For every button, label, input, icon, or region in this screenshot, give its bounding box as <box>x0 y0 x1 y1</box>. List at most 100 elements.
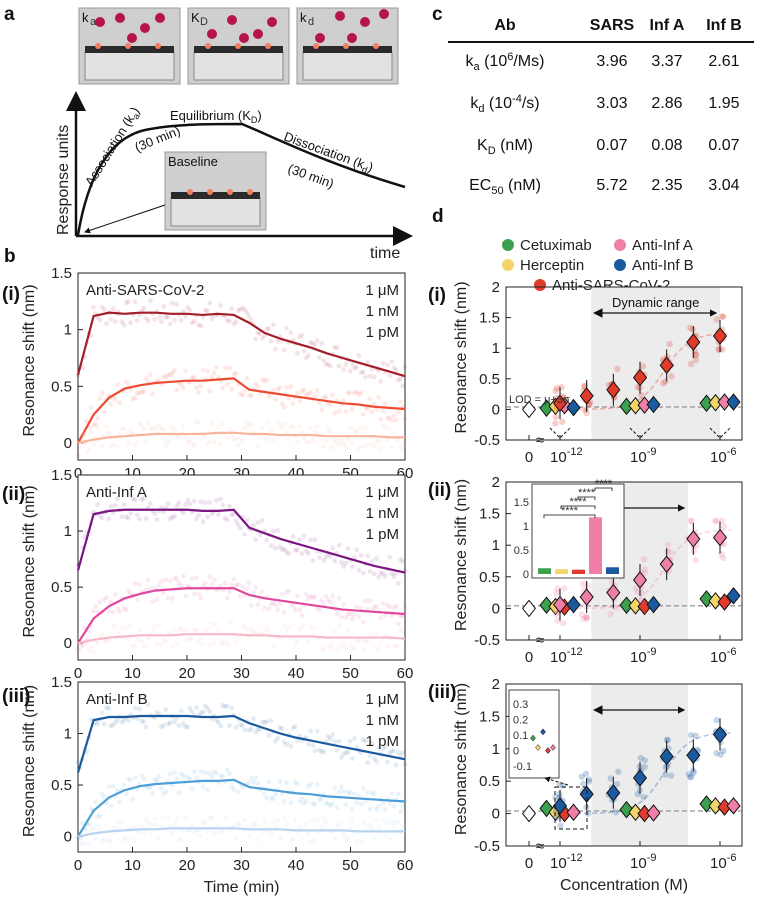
data-point <box>402 364 408 370</box>
data-point <box>321 395 327 401</box>
data-point <box>141 496 147 501</box>
data-point <box>163 577 169 582</box>
table-row-label: ka (106/Ms) <box>466 51 545 73</box>
data-point <box>332 739 338 745</box>
data-point <box>128 835 134 841</box>
data-point <box>400 559 406 564</box>
data-point <box>277 835 283 841</box>
data-point <box>338 819 344 825</box>
zoom-box <box>554 786 588 830</box>
data-point <box>242 625 248 630</box>
data-point <box>183 724 188 730</box>
data-point <box>347 825 353 831</box>
data-point <box>158 426 164 432</box>
data-point <box>174 387 180 393</box>
inset-point <box>530 734 536 742</box>
data-point <box>143 439 149 445</box>
data-point <box>174 816 180 821</box>
data-point <box>229 432 235 438</box>
data-point <box>251 821 256 827</box>
data-point <box>374 631 379 637</box>
data-point <box>360 412 366 417</box>
table-header-infa: Inf A <box>650 17 685 34</box>
replicate-point <box>692 732 699 740</box>
data-point <box>393 643 399 649</box>
data-point <box>343 560 349 566</box>
replicate-point <box>664 548 671 555</box>
data-point <box>336 822 342 828</box>
data-point <box>172 367 177 373</box>
data-point <box>205 368 210 374</box>
data-point <box>148 372 153 378</box>
data-point <box>121 322 127 328</box>
data-point <box>389 748 395 754</box>
data-point <box>270 600 276 605</box>
data-point <box>183 502 188 507</box>
data-point <box>391 642 397 648</box>
data-point <box>139 389 145 395</box>
data-point <box>396 409 401 415</box>
data-point <box>198 595 204 601</box>
data-point <box>148 586 153 591</box>
data-point <box>308 728 314 734</box>
data-point <box>321 816 327 822</box>
data-point <box>332 438 338 444</box>
data-point <box>389 359 395 364</box>
replicate-point <box>552 420 559 427</box>
data-point <box>211 439 217 445</box>
data-point <box>119 819 125 825</box>
data-point <box>130 644 136 649</box>
data-point <box>165 721 171 727</box>
replicate-point <box>615 768 622 775</box>
data-point <box>93 640 98 646</box>
data-point <box>240 624 245 629</box>
data-point <box>374 556 379 562</box>
data-point <box>303 392 309 398</box>
x-tick-label: 10-9 <box>630 646 656 666</box>
data-point <box>233 836 239 842</box>
data-point <box>358 553 364 558</box>
data-point <box>323 594 329 599</box>
data-point <box>301 825 307 830</box>
significance-bracket <box>577 496 596 500</box>
data-point <box>158 785 164 791</box>
data-point <box>231 371 237 377</box>
data-point <box>259 518 265 523</box>
data-point <box>312 393 318 398</box>
data-point <box>257 532 263 538</box>
data-point <box>358 390 364 396</box>
y-tick-label: 0.5 <box>51 579 72 596</box>
data-point <box>332 629 338 635</box>
dose-response-plot: (ii) -0.5 0 0.5 1 1.5 2 0 10-12 10-9 10-6 ≈0 0.5 1 1.5… <box>428 474 743 666</box>
data-point <box>341 602 346 608</box>
data-point <box>95 415 101 421</box>
data-point <box>112 319 118 325</box>
data-point <box>317 797 322 803</box>
data-point <box>380 746 386 752</box>
data-point <box>310 818 316 824</box>
data-point <box>101 794 107 800</box>
y-tick-label: 0.5 <box>51 378 72 395</box>
data-point <box>108 317 114 322</box>
data-point <box>152 511 158 517</box>
axis-break: ≈ <box>536 838 544 855</box>
data-point <box>371 835 377 840</box>
data-point <box>117 799 123 805</box>
data-point <box>200 709 206 715</box>
replicate-point <box>614 365 621 373</box>
data-point <box>183 593 188 599</box>
replicate-point <box>553 589 560 597</box>
data-point <box>358 801 364 807</box>
data-point <box>387 604 393 610</box>
data-point <box>336 624 342 630</box>
data-point <box>189 375 195 381</box>
data-point <box>104 594 109 600</box>
data-point <box>310 595 316 601</box>
data-point <box>207 815 213 821</box>
data-point <box>115 606 120 612</box>
equilibrium-label: Equilibrium (KD) <box>170 108 262 125</box>
data-point <box>222 581 228 586</box>
data-point <box>521 400 537 419</box>
data-point <box>369 790 375 795</box>
data-point <box>143 724 149 730</box>
